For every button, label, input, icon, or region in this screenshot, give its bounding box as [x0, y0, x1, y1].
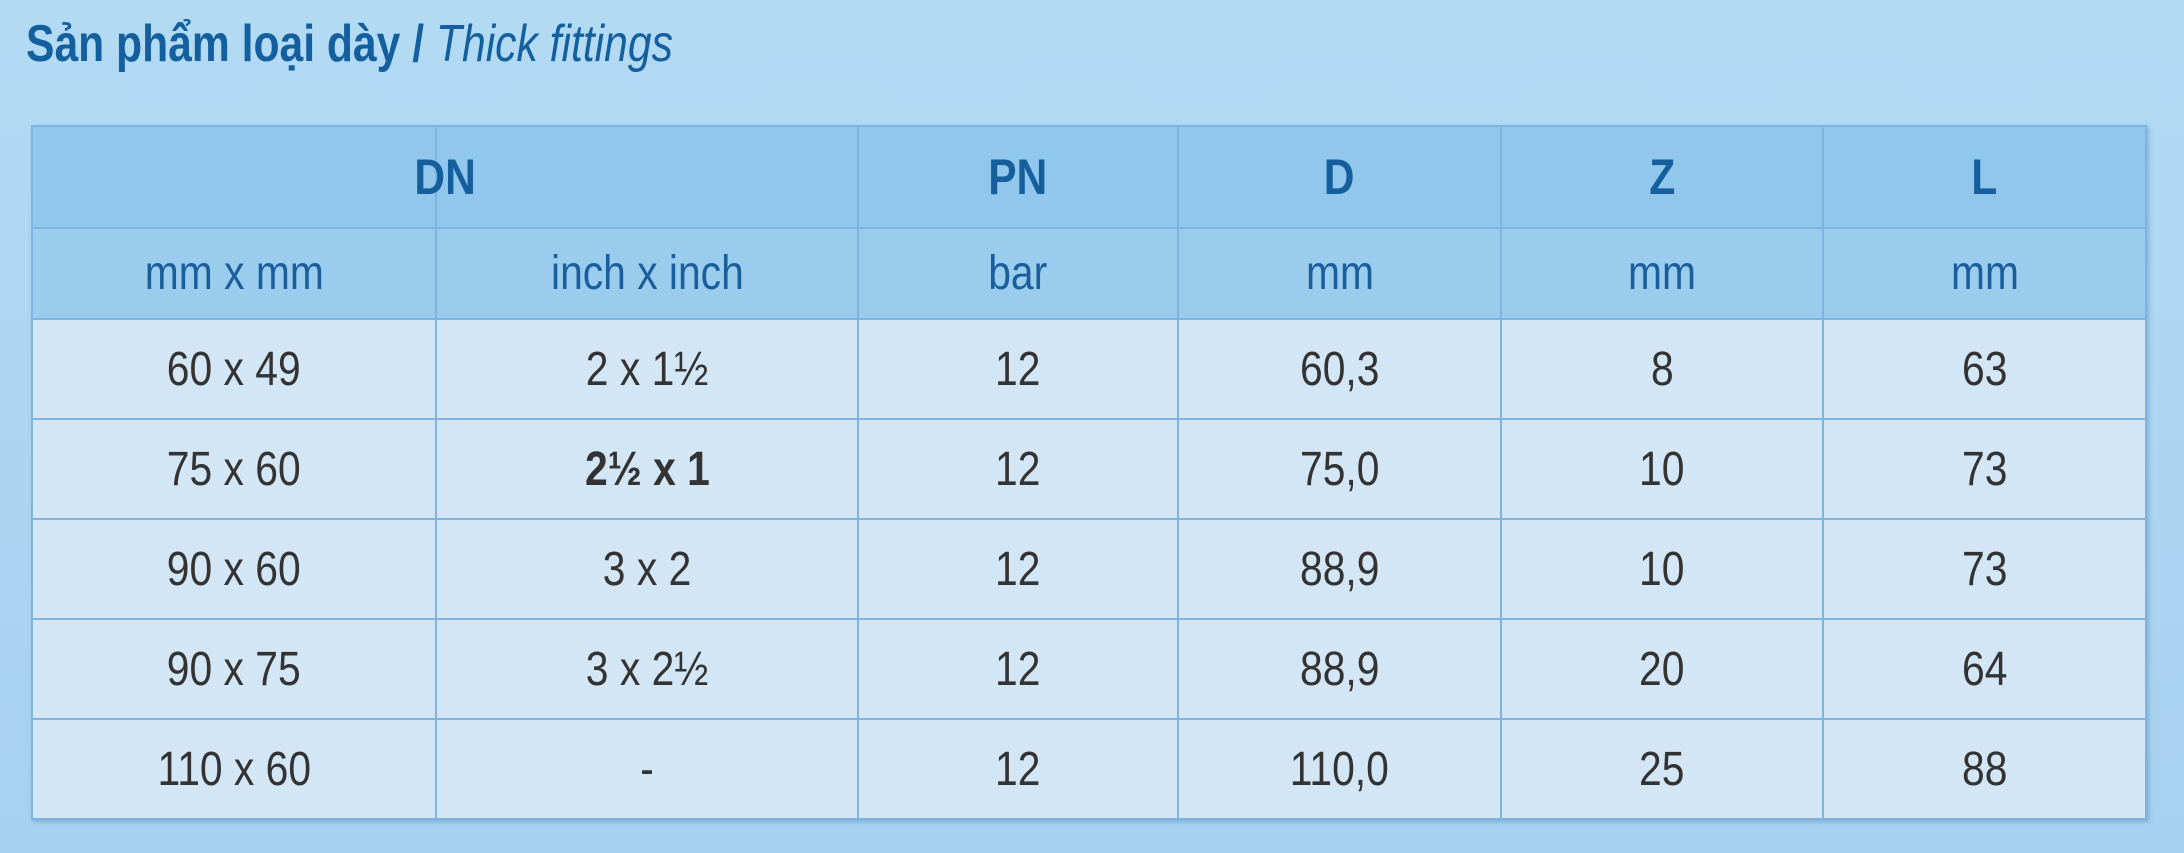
cell-value: 12	[995, 642, 1041, 696]
title-vietnamese: Sản phẩm loại dày	[26, 15, 401, 73]
cell-value: 75,0	[1299, 442, 1380, 496]
table-cell: 3 x 2	[435, 518, 859, 620]
header-row: DN PN D Z L	[31, 125, 2147, 229]
unit-cell: mm	[1500, 227, 1824, 320]
table-cell: 3 x 2½	[435, 618, 859, 720]
table-cell: 2 x 1½	[435, 318, 859, 420]
cell-value: 75 x 60	[167, 442, 301, 496]
table-cell: 88	[1822, 718, 2147, 820]
cell-value: 60,3	[1299, 342, 1380, 396]
cell-value: 12	[995, 742, 1041, 796]
cell-value: 2 x 1½	[585, 342, 709, 396]
unit-cell: bar	[857, 227, 1179, 320]
cell-value: 20	[1639, 642, 1685, 696]
cell-value: 90 x 75	[167, 642, 301, 696]
unit-cell: mm	[1177, 227, 1502, 320]
table-cell: 12	[857, 518, 1179, 620]
unit-cell: mm	[1822, 227, 2147, 320]
unit-cell: mm x mm	[31, 227, 437, 320]
table-cell: 60 x 49	[31, 318, 437, 420]
column-divider	[435, 127, 437, 227]
cell-value: 88	[1961, 742, 2008, 796]
cell-value: 3 x 2	[602, 542, 692, 596]
table-cell: 110 x 60	[31, 718, 437, 820]
page-title: Sản phẩm loại dày / Thick fittings	[26, 14, 673, 74]
table-cell: 60,3	[1177, 318, 1502, 420]
table-cell: -	[435, 718, 859, 820]
header-z-label: Z	[1649, 149, 1675, 205]
cell-value: 88,9	[1299, 542, 1380, 596]
table-row: 110 x 60 - 12 110,0 25 88	[31, 718, 2147, 820]
table-cell: 73	[1822, 418, 2147, 520]
table-cell: 75,0	[1177, 418, 1502, 520]
table-cell: 63	[1822, 318, 2147, 420]
cell-value: 2½ x 1	[584, 442, 710, 496]
header-l: L	[1822, 125, 2147, 229]
unit-label: bar	[988, 247, 1048, 300]
header-pn: PN	[857, 125, 1179, 229]
table-cell: 8	[1500, 318, 1824, 420]
title-english: Thick fittings	[435, 15, 673, 73]
cell-value: 10	[1639, 442, 1685, 496]
title-separator: /	[400, 15, 436, 73]
table-cell: 88,9	[1177, 518, 1502, 620]
cell-value: 64	[1961, 642, 2008, 696]
cell-value: 88,9	[1299, 642, 1380, 696]
table-cell: 64	[1822, 618, 2147, 720]
table-cell: 2½ x 1	[435, 418, 859, 520]
table-cell: 12	[857, 618, 1179, 720]
table-cell: 73	[1822, 518, 2147, 620]
table-cell: 75 x 60	[31, 418, 437, 520]
cell-value: 10	[1639, 542, 1685, 596]
header-d: D	[1177, 125, 1502, 229]
cell-value: 110 x 60	[157, 742, 311, 796]
table-cell: 12	[857, 318, 1179, 420]
table-cell: 90 x 75	[31, 618, 437, 720]
unit-label: mm x mm	[144, 247, 324, 300]
table-cell: 88,9	[1177, 618, 1502, 720]
table-row: 90 x 75 3 x 2½ 12 88,9 20 64	[31, 618, 2147, 720]
unit-label: mm	[1950, 247, 2019, 300]
cell-value: 25	[1639, 742, 1685, 796]
table-cell: 10	[1500, 418, 1824, 520]
cell-value: 73	[1961, 542, 2008, 596]
unit-label: inch x inch	[550, 247, 744, 300]
cell-value: 3 x 2½	[585, 642, 709, 696]
unit-label: mm	[1628, 247, 1696, 300]
units-row: mm x mm inch x inch bar mm mm mm	[31, 227, 2147, 320]
cell-value: 90 x 60	[167, 542, 301, 596]
table-row: 60 x 49 2 x 1½ 12 60,3 8 63	[31, 318, 2147, 420]
unit-label: mm	[1305, 247, 1374, 300]
table-cell: 10	[1500, 518, 1824, 620]
header-z: Z	[1500, 125, 1824, 229]
header-l-label: L	[1971, 149, 1998, 205]
header-d-label: D	[1324, 149, 1355, 205]
cell-value: 63	[1961, 342, 2008, 396]
table-cell: 90 x 60	[31, 518, 437, 620]
header-dn-label: DN	[414, 149, 476, 205]
cell-value: 12	[995, 342, 1041, 396]
cell-value: 8	[1650, 342, 1674, 396]
table-row: 75 x 60 2½ x 1 12 75,0 10 73	[31, 418, 2147, 520]
table-cell: 12	[857, 418, 1179, 520]
cell-value: -	[640, 742, 654, 796]
cell-value: 12	[995, 442, 1041, 496]
cell-value: 110,0	[1289, 742, 1390, 796]
cell-value: 73	[1961, 442, 2008, 496]
header-dn: DN	[31, 125, 859, 229]
table-cell: 110,0	[1177, 718, 1502, 820]
table-cell: 20	[1500, 618, 1824, 720]
cell-value: 12	[995, 542, 1041, 596]
fittings-table: DN PN D Z L mm x mm inch x inch bar mm m…	[31, 125, 2147, 820]
cell-value: 60 x 49	[167, 342, 301, 396]
unit-cell: inch x inch	[435, 227, 859, 320]
table-cell: 12	[857, 718, 1179, 820]
table-row: 90 x 60 3 x 2 12 88,9 10 73	[31, 518, 2147, 620]
table-cell: 25	[1500, 718, 1824, 820]
header-pn-label: PN	[988, 149, 1048, 205]
